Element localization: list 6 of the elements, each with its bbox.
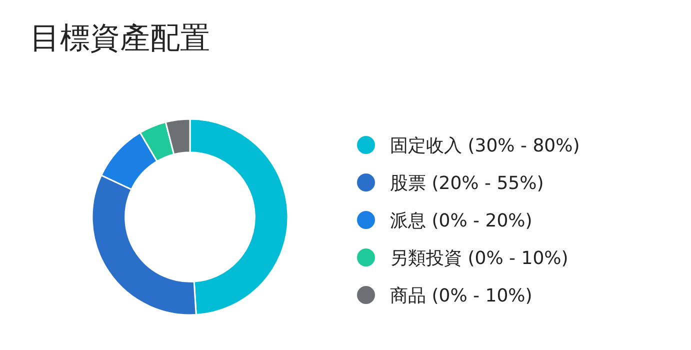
legend-label: 固定收入 (30% - 80%) <box>390 136 580 156</box>
chart-title: 目標資產配置 <box>30 21 210 56</box>
legend-label: 商品 (0% - 10%) <box>390 286 532 306</box>
legend-label: 另類投資 (0% - 10%) <box>390 248 568 269</box>
legend-label: 股票 (20% - 55%) <box>390 173 544 194</box>
legend-label: 派息 (0% - 20%) <box>390 210 532 232</box>
